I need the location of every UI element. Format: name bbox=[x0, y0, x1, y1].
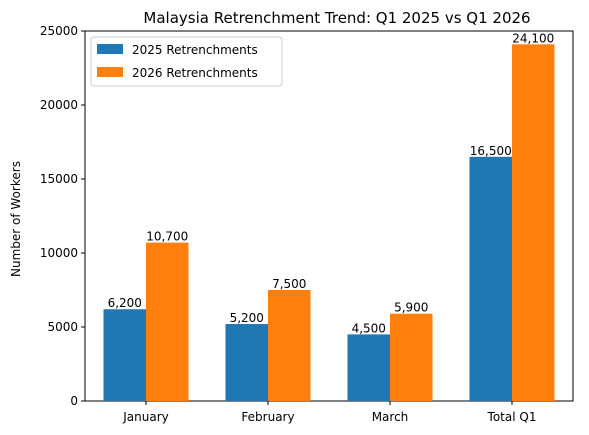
y-tick-label: 5000 bbox=[47, 320, 78, 334]
legend-label-2026-retrenchments: 2026 Retrenchments bbox=[132, 66, 258, 80]
bar-2025-retrenchments-january bbox=[103, 309, 146, 401]
legend-swatch-2025-retrenchments bbox=[97, 44, 123, 54]
y-tick-label: 10000 bbox=[40, 246, 78, 260]
y-tick-label: 0 bbox=[70, 394, 78, 408]
bar-2025-retrenchments-march bbox=[347, 334, 390, 401]
bar-label-2026-retrenchments-february: 7,500 bbox=[272, 277, 306, 291]
x-tick-label-march: March bbox=[372, 410, 409, 424]
bar-label-2025-retrenchments-march: 4,500 bbox=[352, 321, 386, 335]
legend-label-2025-retrenchments: 2025 Retrenchments bbox=[132, 43, 258, 57]
legend-swatch-2026-retrenchments bbox=[97, 67, 123, 77]
bar-2026-retrenchments-march bbox=[390, 313, 433, 401]
bar-2026-retrenchments-total-q1 bbox=[512, 44, 555, 401]
plot-frame bbox=[84, 30, 574, 402]
bar-2025-retrenchments-total-q1 bbox=[469, 156, 512, 401]
bar-2026-retrenchments-february bbox=[268, 290, 311, 401]
bar-label-2025-retrenchments-total-q1: 16,500 bbox=[470, 144, 512, 158]
x-tick-label-february: February bbox=[241, 410, 294, 424]
bar-label-2026-retrenchments-march: 5,900 bbox=[394, 301, 428, 315]
bar-2026-retrenchments-january bbox=[146, 242, 189, 401]
plot-area: 0 5000 10000 15000 20000 25000 January 6,200 10,… bbox=[40, 24, 574, 424]
y-tick-label: 20000 bbox=[40, 98, 78, 112]
bar-label-2025-retrenchments-february: 5,200 bbox=[230, 311, 264, 325]
x-tick-label-january: January bbox=[122, 410, 169, 424]
y-tick-label: 25000 bbox=[40, 24, 78, 38]
bar-label-2026-retrenchments-january: 10,700 bbox=[146, 230, 188, 244]
y-axis-label: Number of Workers bbox=[9, 161, 23, 277]
x-tick-label-total-q1: Total Q1 bbox=[487, 410, 537, 424]
y-tick-label: 15000 bbox=[40, 172, 78, 186]
chart-title: Malaysia Retrenchment Trend: Q1 2025 vs … bbox=[143, 9, 530, 27]
bar-2025-retrenchments-february bbox=[225, 324, 268, 401]
bar-label-2025-retrenchments-january: 6,200 bbox=[108, 296, 142, 310]
legend: 2025 Retrenchments 2026 Retrenchments bbox=[90, 36, 283, 87]
legend-box bbox=[90, 36, 283, 87]
bar-label-2026-retrenchments-total-q1: 24,100 bbox=[512, 31, 554, 45]
